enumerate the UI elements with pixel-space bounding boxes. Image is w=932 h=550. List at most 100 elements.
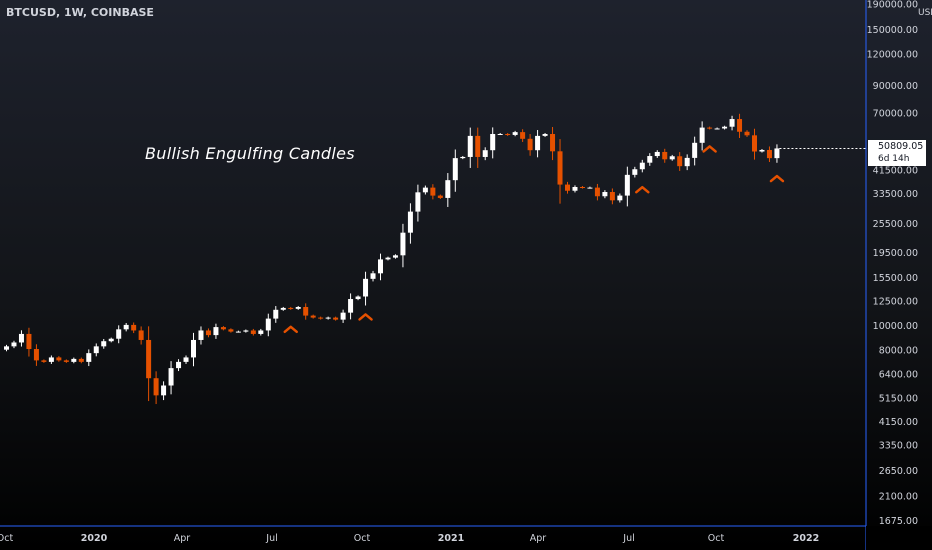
price-tick-label: 120000.00 (867, 50, 918, 61)
candle-body (123, 324, 129, 330)
candle (759, 149, 765, 153)
candle (707, 126, 713, 130)
candle-body (550, 133, 556, 152)
candle (370, 270, 376, 282)
annotation-text: Bullish Engulfing Candles (145, 144, 355, 163)
candle (632, 166, 638, 178)
candle (587, 186, 593, 189)
candle (452, 149, 458, 192)
candle-body (572, 186, 578, 191)
candle-body (707, 127, 713, 129)
candle-body (370, 273, 376, 279)
candle-body (280, 307, 286, 310)
candle (101, 338, 107, 349)
candle (692, 136, 698, 166)
candle (116, 325, 122, 344)
candle-body (228, 329, 234, 332)
candle (340, 309, 346, 323)
candle-body (273, 309, 279, 319)
candle (198, 326, 204, 345)
candle-body (161, 385, 167, 396)
time-tick-label: Apr (530, 533, 547, 544)
candle-body (198, 330, 204, 340)
candle (220, 326, 226, 331)
candle (348, 293, 354, 320)
candle-body (737, 119, 743, 132)
candle-body (191, 339, 196, 358)
candle-body (535, 135, 541, 151)
candle-body (774, 148, 780, 159)
candle (542, 133, 548, 137)
candle (407, 203, 413, 244)
candle (56, 356, 62, 362)
candle (123, 322, 129, 332)
price-tick-label: 15500.00 (873, 273, 918, 284)
candle (11, 340, 17, 349)
candle-body (752, 135, 757, 152)
candle (228, 328, 234, 333)
candle (108, 337, 114, 343)
candle-body (647, 156, 653, 163)
candle (774, 144, 780, 163)
price-axis[interactable]: 190000.00 150000.00 120000.00 90000.00 70000… (867, 0, 918, 527)
candle (482, 147, 488, 161)
candle (550, 127, 556, 161)
price-tick-label: 190000.00 (867, 0, 918, 10)
candle-body (18, 333, 24, 343)
candle (265, 313, 271, 337)
price-tick-label: 25500.00 (873, 219, 918, 230)
candle (766, 146, 772, 163)
candle-body (400, 232, 406, 256)
candle (250, 328, 256, 336)
price-tick-label: 3350.00 (879, 440, 918, 451)
candle-body (392, 255, 398, 258)
candle-body (71, 358, 77, 362)
candle (288, 306, 294, 310)
candle-body (407, 211, 413, 233)
candle-body (669, 156, 675, 160)
candle (86, 349, 92, 367)
candle (191, 332, 196, 367)
candle (400, 223, 406, 268)
time-tick-label: Oct (0, 533, 13, 544)
candle (729, 115, 735, 131)
candle-body (415, 192, 421, 212)
candle-body (692, 142, 698, 158)
time-tick-label: Apr (174, 533, 191, 544)
candle-body (108, 338, 114, 342)
candle (535, 130, 541, 158)
candle-body (385, 257, 391, 260)
candle-body (587, 187, 593, 189)
candle-body (505, 133, 511, 135)
candle (684, 154, 690, 171)
candle (467, 127, 473, 168)
candle (572, 185, 578, 193)
candle (609, 188, 615, 205)
price-tick-label: 1675.00 (879, 516, 918, 527)
candle-body (542, 133, 548, 136)
candle-body (594, 187, 600, 197)
candle-body (93, 346, 99, 354)
candle (78, 357, 84, 364)
candle-body (677, 156, 683, 167)
candle-body (512, 132, 518, 135)
candle (392, 254, 398, 259)
bullish-engulfing-marker (283, 325, 298, 334)
candle-body (183, 357, 189, 362)
symbol-title: BTCUSD, 1W, COINBASE (6, 6, 154, 19)
candle-body (497, 133, 503, 135)
candle-body (452, 158, 458, 181)
candle-body (153, 378, 159, 396)
candle-body (63, 360, 69, 362)
price-tick-label: 2100.00 (879, 491, 918, 502)
candle-body (168, 368, 174, 386)
time-axis[interactable]: Oct 2020 Apr Jul Oct 2021 Apr Jul Oct 2022 (0, 533, 819, 544)
candle-body (744, 131, 750, 136)
candle-body (684, 157, 690, 167)
candle (168, 361, 174, 395)
candle-body (303, 306, 309, 316)
candle-body (363, 278, 369, 297)
candle (93, 343, 99, 357)
candle (415, 184, 421, 222)
